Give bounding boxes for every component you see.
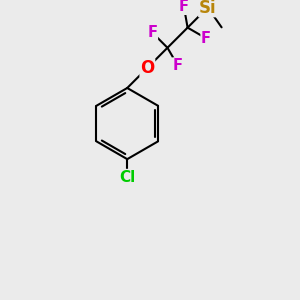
- Text: Si: Si: [199, 0, 217, 16]
- Text: O: O: [140, 59, 154, 77]
- Text: Cl: Cl: [119, 169, 135, 184]
- Text: F: F: [179, 0, 189, 14]
- Text: F: F: [173, 58, 183, 73]
- Text: F: F: [147, 25, 158, 40]
- Text: F: F: [201, 31, 211, 46]
